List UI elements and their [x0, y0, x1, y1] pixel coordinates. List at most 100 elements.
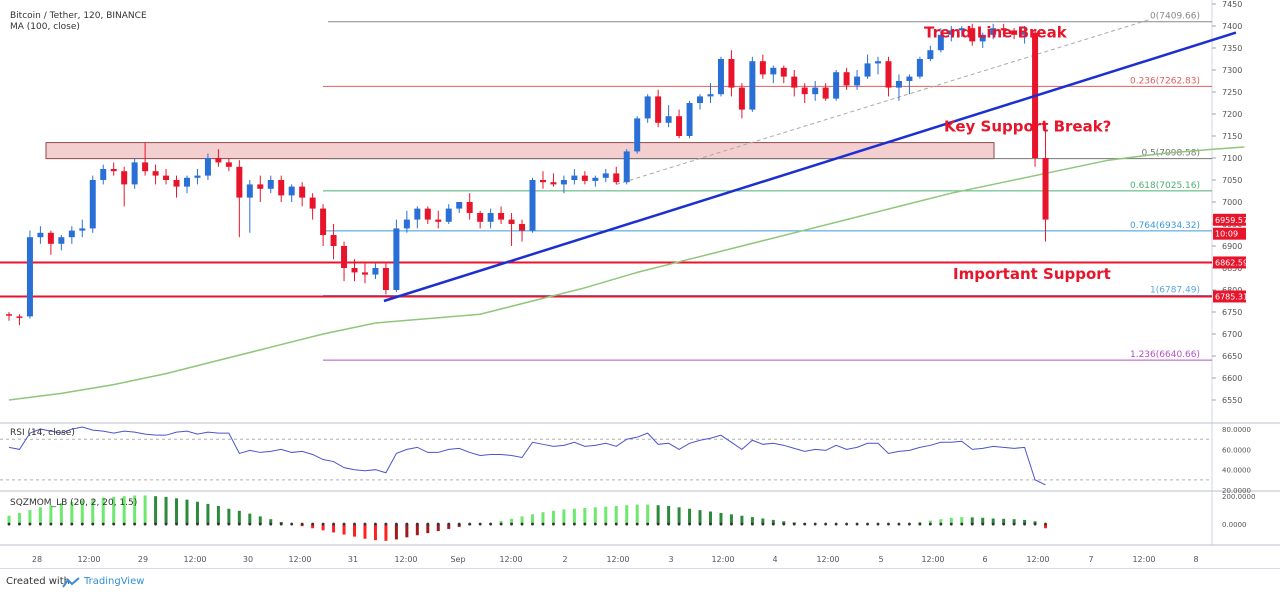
momentum-bar	[635, 504, 639, 525]
price-tick-label: 7450	[1222, 0, 1242, 9]
chart-canvas[interactable]: 6550660066506700675068006850690069507000…	[0, 0, 1280, 568]
squeeze-dot	[468, 522, 472, 526]
squeeze-dot	[520, 522, 524, 526]
candle-body	[37, 232, 44, 238]
time-tick-label: 12:00	[606, 555, 629, 564]
candle-body	[655, 96, 662, 123]
candle-body	[885, 61, 892, 88]
momentum-bar	[719, 512, 723, 525]
momentum-bar	[59, 503, 63, 525]
time-tick-label: 12:00	[288, 555, 311, 564]
momentum-bar	[237, 510, 241, 525]
squeeze-dot	[7, 522, 11, 526]
ma-legend: MA (100, close)	[10, 22, 80, 32]
candle-body	[979, 34, 986, 42]
candle-body	[780, 67, 787, 77]
tradingview-link[interactable]: TradingView	[84, 576, 145, 587]
candle-body	[361, 272, 368, 275]
momentum-bar	[269, 519, 273, 525]
ma100-line	[8, 146, 1245, 401]
support-zone-rect	[45, 142, 995, 160]
squeeze-dot	[101, 522, 105, 526]
squeeze-dot	[876, 522, 880, 526]
squeeze-dot	[394, 522, 398, 526]
rsi-tick-label: 40.0000	[1222, 467, 1251, 475]
time-tick-label: 12:00	[499, 555, 522, 564]
candle-body	[875, 61, 882, 64]
fib-level-label: 0.618(7025.16)	[1130, 181, 1200, 191]
squeeze-dot	[949, 522, 953, 526]
squeeze-dot	[133, 522, 137, 526]
squeeze-dot	[59, 522, 63, 526]
squeeze-dot	[342, 522, 346, 526]
candle-body	[644, 96, 651, 119]
candle-body	[833, 72, 840, 99]
price-tick-label: 7150	[1222, 132, 1242, 141]
price-tick-label: 7000	[1222, 198, 1242, 207]
squeeze-dot	[887, 522, 890, 526]
momentum-bar	[991, 518, 995, 525]
candle-body	[26, 237, 33, 317]
squeeze-dot	[185, 522, 189, 526]
candle-body	[142, 162, 149, 172]
candle-body	[183, 177, 190, 187]
momentum-bar	[646, 504, 650, 525]
squeeze-dot	[1012, 522, 1016, 526]
squeeze-dot	[28, 522, 32, 526]
momentum-bar	[708, 511, 712, 525]
candle-body	[47, 232, 54, 244]
squeeze-dot	[279, 522, 283, 526]
candle-body	[1021, 32, 1028, 35]
candle-body	[916, 59, 923, 77]
squeeze-dot	[248, 522, 252, 526]
candle-body	[1000, 28, 1007, 31]
squeeze-dot	[918, 522, 922, 526]
candle-body	[330, 235, 337, 246]
created-with-text: Created with	[6, 576, 70, 587]
squeeze-dot	[562, 522, 566, 526]
annotation-key-support: Key Support Break?	[944, 117, 1111, 135]
squeeze-dot	[489, 522, 493, 526]
momentum-bar	[572, 508, 576, 525]
squeeze-dot	[143, 522, 147, 526]
momentum-bar	[510, 518, 514, 525]
momentum-bar	[562, 509, 566, 525]
squeeze-dot	[478, 522, 482, 526]
squeeze-dot	[353, 522, 356, 526]
squeeze-dot	[750, 522, 754, 526]
time-tick-label: 8	[1193, 555, 1198, 564]
candle-body	[351, 268, 358, 273]
time-tick-label: 28	[32, 555, 42, 564]
candle-body	[110, 169, 117, 172]
momentum-bar	[740, 515, 744, 525]
momentum-bar	[70, 501, 74, 525]
squeeze-dot	[175, 522, 178, 526]
momentum-bar	[49, 505, 53, 525]
momentum-bar	[258, 516, 262, 525]
candle-body	[676, 116, 683, 136]
candle-body	[592, 177, 599, 181]
time-tick-label: 7	[1088, 555, 1093, 564]
candle-body	[498, 213, 505, 220]
candle-body	[560, 180, 567, 185]
candle-body	[100, 169, 107, 180]
squeeze-dot	[614, 522, 618, 526]
candle-body	[508, 219, 515, 224]
fib-level-label: 1.236(6640.66)	[1130, 350, 1200, 360]
time-tick-label: 5	[878, 555, 883, 564]
momentum-bar	[311, 524, 315, 529]
time-tick-label: 2	[562, 555, 567, 564]
candle-body	[937, 34, 944, 51]
squeeze-dot	[656, 522, 660, 526]
candle-body	[424, 208, 431, 220]
candle-body	[791, 76, 798, 88]
momentum-bar	[698, 510, 702, 525]
squeeze-dot	[531, 522, 534, 526]
squeeze-dot	[677, 522, 681, 526]
momentum-bar	[91, 498, 95, 525]
fib-level-label: 0.236(7262.83)	[1130, 76, 1200, 86]
squeeze-dot	[426, 522, 430, 526]
candle-body	[801, 87, 808, 95]
candle-body	[581, 175, 588, 181]
momentum-bar	[101, 497, 105, 525]
